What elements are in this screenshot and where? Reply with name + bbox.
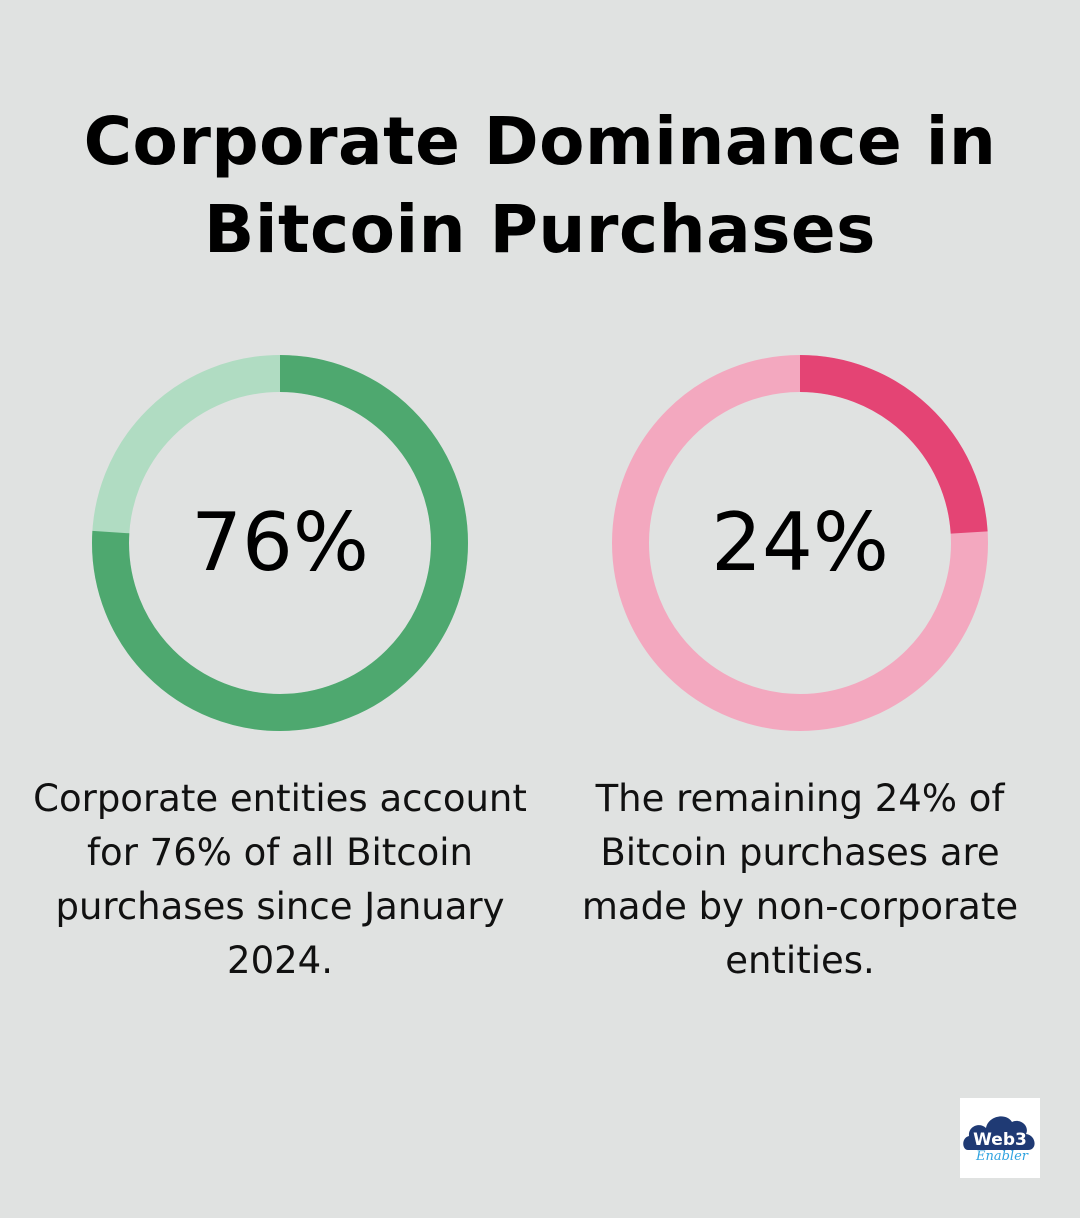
description-corporate: Corporate entities account for 76% of al… — [33, 777, 527, 982]
description-non-corporate: The remaining 24% of Bitcoin purchases a… — [581, 777, 1019, 982]
web3-enabler-logo: Web3 Enabler — [960, 1098, 1040, 1178]
donut-chart-non-corporate: 24% — [612, 355, 988, 731]
percent-value: 76% — [191, 496, 369, 589]
svg-text:Enabler: Enabler — [975, 1149, 1029, 1164]
page-title: Corporate Dominance in Bitcoin Purchases — [0, 98, 1080, 274]
donut-ring — [612, 355, 988, 731]
title-line-1: Corporate Dominance in — [83, 103, 997, 180]
cloud-icon: Web3 Enabler — [963, 1116, 1035, 1164]
title-line-2: Bitcoin Purchases — [204, 191, 876, 268]
donut-chart-corporate: 76% — [92, 355, 468, 731]
donut-ring — [92, 355, 468, 731]
percent-value: 24% — [711, 496, 889, 589]
svg-text:Web3: Web3 — [973, 1130, 1027, 1150]
